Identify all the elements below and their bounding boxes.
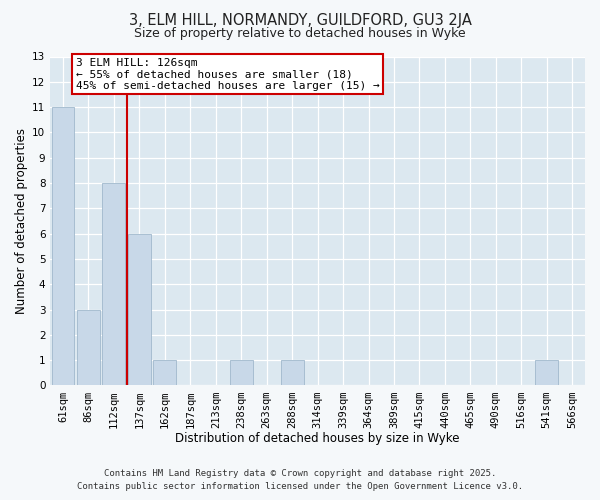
Text: Size of property relative to detached houses in Wyke: Size of property relative to detached ho… xyxy=(134,28,466,40)
Bar xyxy=(52,107,74,386)
Bar xyxy=(535,360,558,386)
X-axis label: Distribution of detached houses by size in Wyke: Distribution of detached houses by size … xyxy=(175,432,460,445)
Bar xyxy=(281,360,304,386)
Bar xyxy=(77,310,100,386)
Bar xyxy=(128,234,151,386)
Y-axis label: Number of detached properties: Number of detached properties xyxy=(15,128,28,314)
Bar xyxy=(230,360,253,386)
Text: Contains HM Land Registry data © Crown copyright and database right 2025.
Contai: Contains HM Land Registry data © Crown c… xyxy=(77,470,523,491)
Text: 3 ELM HILL: 126sqm
← 55% of detached houses are smaller (18)
45% of semi-detache: 3 ELM HILL: 126sqm ← 55% of detached hou… xyxy=(76,58,379,91)
Bar xyxy=(154,360,176,386)
Text: 3, ELM HILL, NORMANDY, GUILDFORD, GU3 2JA: 3, ELM HILL, NORMANDY, GUILDFORD, GU3 2J… xyxy=(128,12,472,28)
Bar xyxy=(103,183,125,386)
